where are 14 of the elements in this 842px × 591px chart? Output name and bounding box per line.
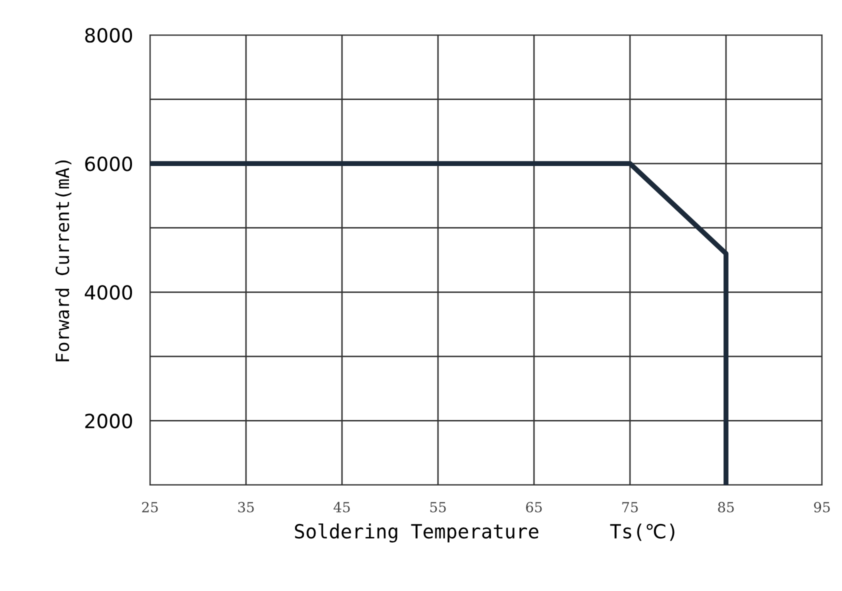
x-tick-label: 35 [238, 502, 254, 512]
x-tick-label: 55 [430, 502, 446, 512]
x-tick-label: 85 [718, 502, 734, 512]
y-tick-label: 8000 [85, 28, 132, 43]
y-tick-label: 6000 [85, 156, 132, 172]
y-tick-label: 2000 [85, 414, 132, 428]
x-axis-title: Soldering Temperature Ts(℃) [294, 523, 674, 542]
x-tick-label: 75 [622, 502, 638, 512]
x-tick-label: 25 [142, 502, 158, 512]
x-tick-label: 45 [334, 502, 350, 512]
y-axis-title: Forward Current(mA) [55, 160, 72, 362]
x-tick-label: 65 [526, 502, 542, 512]
x-tick-label: 95 [814, 502, 830, 512]
y-tick-label: 4000 [84, 285, 132, 300]
